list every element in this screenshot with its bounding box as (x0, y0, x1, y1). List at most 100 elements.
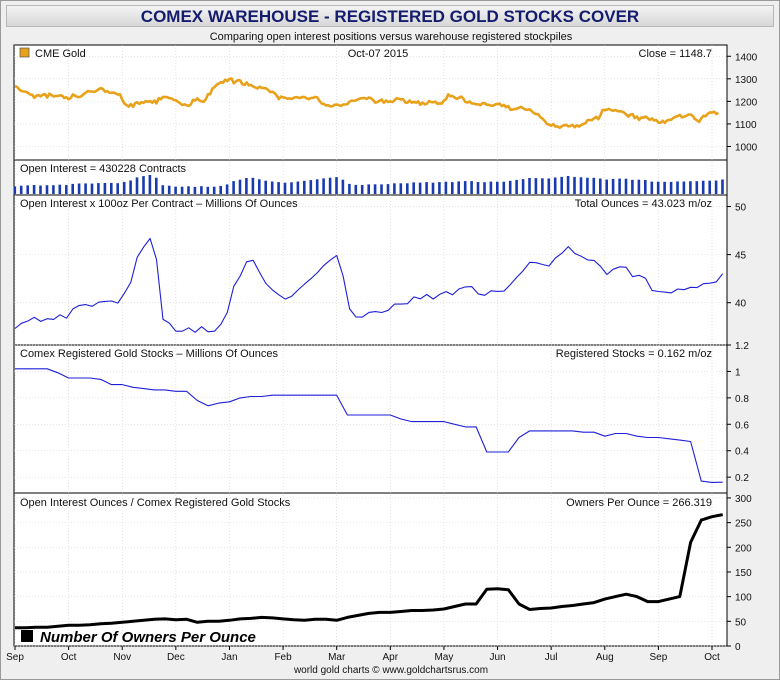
panel-total-ounces (13, 194, 728, 346)
open-interest-bar (624, 178, 628, 194)
open-interest-bar (438, 182, 441, 194)
open-interest-bar (663, 181, 666, 194)
open-interest-bar (71, 183, 74, 194)
open-interest-bar (560, 176, 563, 194)
open-interest-bar (174, 186, 177, 194)
y-tick-label: 0.2 (735, 473, 749, 484)
open-interest-bar (142, 176, 145, 194)
y-tick-label: 40 (735, 299, 747, 310)
open-interest-bar (521, 179, 525, 194)
gold-legend-label: CME Gold (35, 48, 86, 60)
y-tick-label: 150 (735, 568, 752, 579)
y-tick-label: 45 (735, 251, 747, 262)
y-tick-label: 0.6 (735, 420, 749, 431)
open-interest-bar (470, 181, 473, 194)
panel-registered-stocks (13, 344, 728, 494)
open-interest-bar (187, 186, 190, 194)
open-interest-bar (476, 182, 480, 194)
y-tick-label: 200 (735, 543, 752, 554)
open-interest-bar (451, 182, 454, 194)
open-interest-bar (116, 183, 119, 194)
gold-legend-swatch (19, 47, 30, 58)
open-interest-bar (103, 183, 107, 194)
y-tick-label: 1200 (735, 97, 758, 108)
close-readout: Close = 1148.7 (639, 48, 713, 60)
open-interest-bar (573, 176, 576, 194)
open-interest-bar (566, 176, 570, 194)
open-interest-bar (444, 181, 448, 194)
open-interest-bar (721, 179, 724, 194)
open-interest-bar (264, 180, 267, 194)
chart-credit: world gold charts © www.goldchartsrus.co… (293, 665, 489, 676)
open-interest-bar (637, 179, 641, 194)
total-ounces-label: Open Interest x 100oz Per Contract – Mil… (20, 198, 298, 210)
open-interest-bar (618, 178, 621, 194)
open-interest-bar (586, 177, 589, 194)
y-tick-label: 100 (735, 593, 752, 604)
x-tick-label: Oct (704, 652, 720, 663)
y-tick-label: 50 (735, 203, 747, 214)
owners-label: Open Interest Ounces / Comex Registered … (20, 497, 291, 509)
open-interest-bar (393, 183, 396, 194)
x-tick-label: Feb (274, 652, 292, 663)
open-interest-bar (283, 182, 287, 194)
open-interest-bar (322, 178, 325, 194)
open-interest-bar (669, 181, 673, 194)
y-tick-label: 0.4 (735, 447, 749, 458)
open-interest-bar (631, 179, 634, 194)
open-interest-bar (592, 177, 596, 194)
open-interest-bar (303, 180, 306, 194)
x-tick-label: May (434, 652, 453, 663)
open-interest-bar (489, 181, 493, 194)
y-tick-label: 300 (735, 494, 752, 505)
open-interest-bar (502, 181, 506, 194)
open-interest-bar (335, 177, 338, 194)
open-interest-bar (245, 178, 248, 194)
open-interest-bar (200, 186, 203, 194)
open-interest-bar (534, 178, 538, 194)
open-interest-bar (682, 181, 686, 194)
y-tick-label: 1400 (735, 52, 758, 63)
open-interest-bar (193, 186, 197, 194)
owners-legend-label: Number Of Owners Per Ounce (40, 629, 256, 646)
open-interest-bar (380, 184, 383, 194)
open-interest-bar (97, 183, 100, 194)
open-interest-bar (399, 183, 403, 194)
open-interest-bar (167, 185, 171, 194)
open-interest-bar (296, 181, 300, 194)
open-interest-bar (155, 177, 158, 194)
price-date-label: Oct-07 2015 (348, 48, 409, 60)
open-interest-bar (457, 181, 460, 194)
open-interest-bar (32, 185, 36, 194)
open-interest-bar (579, 177, 583, 194)
open-interest-bar (129, 180, 132, 194)
open-interest-bar (26, 185, 29, 194)
x-tick-label: Oct (61, 652, 77, 663)
open-interest-bar (315, 179, 319, 194)
y-tick-label: 1.2 (735, 341, 749, 352)
x-tick-label: Jun (489, 652, 505, 663)
panel-open-interest (13, 159, 728, 196)
open-interest-bar (328, 177, 332, 194)
open-interest-bar (425, 182, 428, 194)
open-interest-bar (258, 179, 261, 194)
open-interest-bar (496, 181, 499, 194)
open-interest-bar (290, 182, 293, 194)
open-interest-bar (418, 182, 422, 194)
open-interest-bar (84, 183, 87, 194)
open-interest-bar (341, 179, 345, 194)
open-interest-bar (270, 181, 274, 194)
open-interest-bar (277, 182, 280, 194)
y-tick-label: 0.8 (735, 394, 749, 405)
open-interest-bar (77, 183, 81, 194)
open-interest-bar (373, 184, 377, 194)
open-interest-bar (19, 185, 23, 194)
open-interest-bar (135, 177, 139, 194)
x-tick-label: Jul (545, 652, 558, 663)
y-tick-label: 1100 (735, 120, 757, 131)
open-interest-bar (650, 181, 654, 194)
open-interest-bar (644, 180, 647, 194)
y-tick-label: 250 (735, 519, 752, 530)
registered-stocks-label: Comex Registered Gold Stocks – Millions … (20, 348, 278, 360)
open-interest-bar (553, 177, 557, 194)
